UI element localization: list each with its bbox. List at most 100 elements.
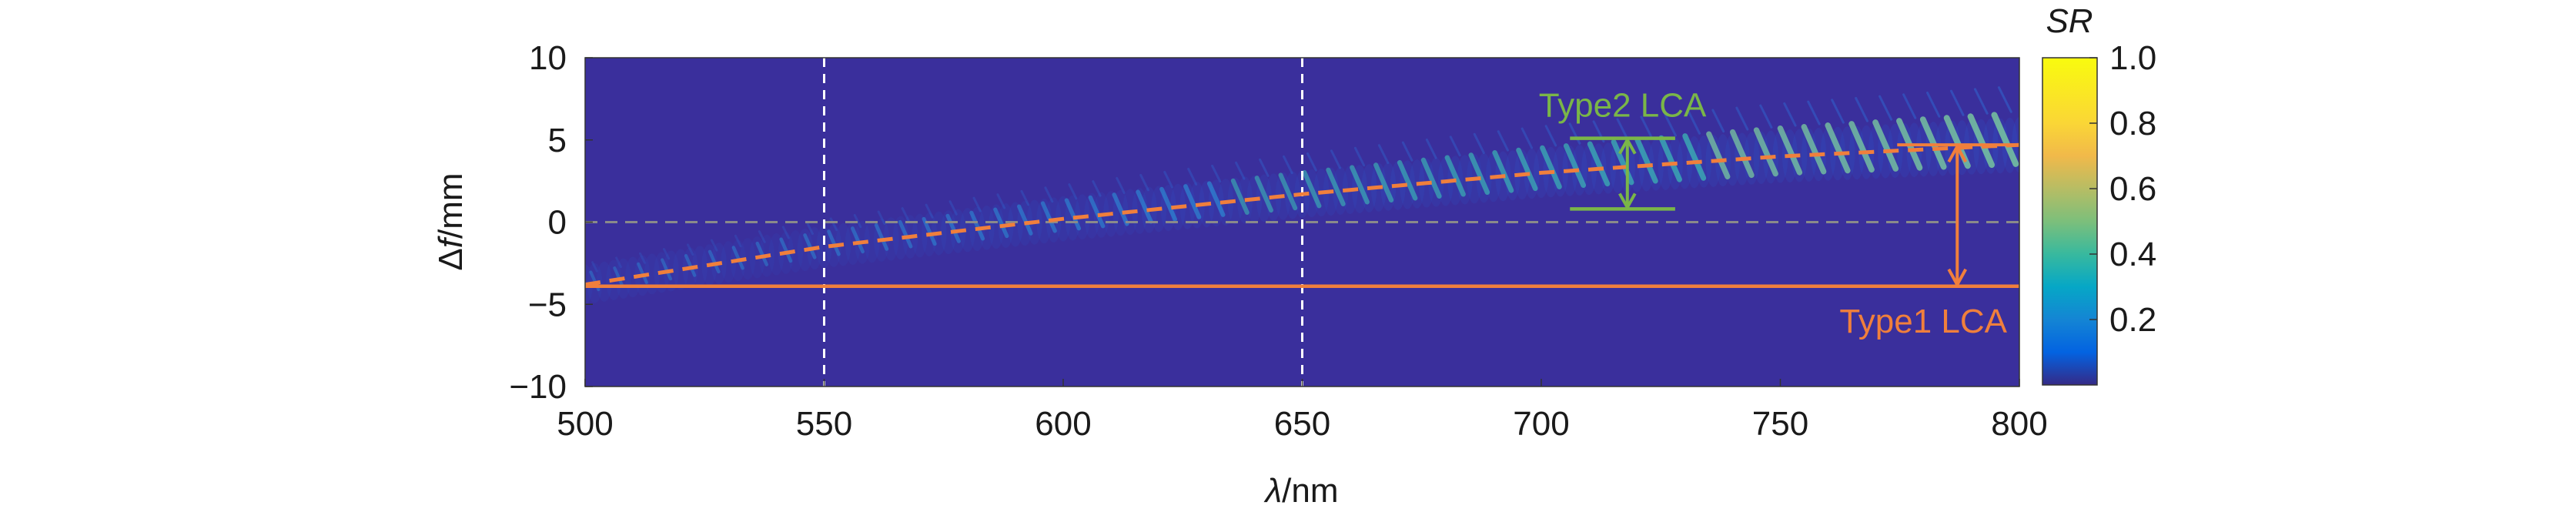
- y-axis-label: Δf/mm: [432, 172, 470, 270]
- y-tick-label: 10: [529, 39, 567, 77]
- sr-lobe: [1468, 152, 1490, 196]
- heat-glow: [892, 216, 908, 260]
- sr-lobe: [661, 258, 673, 281]
- y-tick-label: 0: [548, 204, 567, 242]
- y-tick-label: −10: [509, 368, 567, 406]
- sr-lobe-faint: [1163, 170, 1174, 189]
- heat-glow: [768, 233, 785, 276]
- sr-lobe-faint: [1855, 96, 1868, 122]
- sr-lobe-faint: [1139, 173, 1149, 192]
- sr-lobe: [1112, 192, 1129, 226]
- sr-lobe: [1397, 159, 1418, 201]
- x-tick-label: 600: [1035, 405, 1091, 443]
- sr-lobe-faint: [1878, 95, 1893, 121]
- sr-lobe: [898, 219, 913, 249]
- sr-lobe-faint: [1568, 122, 1581, 145]
- sr-lobe: [1420, 157, 1442, 199]
- sr-lobe-faint: [615, 256, 622, 269]
- sr-lobe: [1159, 186, 1178, 222]
- sr-lobe-faint: [1330, 149, 1341, 169]
- sr-lobe-faint: [1044, 186, 1054, 203]
- y-axis-label-prefix: Δ: [432, 248, 470, 270]
- sr-lobe-faint: [1235, 161, 1246, 180]
- type2-arrow-head-top: [1618, 136, 1637, 155]
- type2-arrow-head-bottom: [1618, 192, 1637, 211]
- heat-glow: [959, 208, 975, 253]
- sr-lobe-faint: [1807, 100, 1821, 125]
- sr-lobe-faint: [1616, 118, 1629, 141]
- sr-lobe-faint: [1544, 125, 1557, 147]
- sr-lobe: [1373, 162, 1394, 202]
- sr-lobe: [945, 213, 961, 243]
- sr-lobe-faint: [1759, 104, 1773, 129]
- sr-lobe-faint: [686, 243, 694, 256]
- heat-glow: [912, 213, 928, 258]
- x-axis-label: λ/nm: [1263, 472, 1338, 510]
- heat-glow: [989, 204, 1005, 249]
- x-ticks: 500 550 600 650 700 750 800: [557, 379, 2048, 443]
- sr-lobe-faint: [1449, 136, 1461, 157]
- sr-lobe: [779, 237, 793, 263]
- sr-lobe-faint: [1831, 99, 1845, 124]
- sr-lobe: [1088, 195, 1106, 229]
- sr-lobe-faint: [662, 248, 671, 260]
- x-axis-label-unit: /nm: [1282, 472, 1338, 510]
- sr-lobe: [1991, 112, 2019, 167]
- sr-lobe: [1230, 178, 1250, 215]
- sr-lobe: [1278, 172, 1298, 211]
- sr-lobe-faint: [1283, 155, 1293, 175]
- sr-lobe-faint: [1116, 177, 1126, 194]
- sr-lobe: [1444, 155, 1466, 197]
- type1-label: Type1 LCA: [1839, 303, 2007, 340]
- sr-lobe: [969, 210, 985, 241]
- sr-lobe: [1848, 121, 1875, 173]
- sr-lobe: [1516, 147, 1538, 192]
- sr-lobe: [850, 226, 865, 254]
- sr-lobe: [803, 233, 817, 259]
- sr-lobe-faint: [1092, 180, 1102, 197]
- sr-lobe-faint: [805, 221, 814, 236]
- heat-glow: [845, 222, 861, 266]
- sr-lobe-faint: [972, 196, 982, 212]
- sr-lobe-faint: [1377, 144, 1390, 164]
- heat-glow: [816, 225, 832, 269]
- x-tick-label: 550: [796, 405, 852, 443]
- colorbar-tick-label: 0.8: [2109, 105, 2156, 142]
- focal-shift-curve: [584, 142, 2020, 287]
- sr-lobe: [731, 246, 744, 270]
- sr-lobe-faint: [948, 200, 958, 216]
- sr-lobe: [1777, 125, 1803, 176]
- sr-lobe: [1729, 129, 1755, 179]
- sr-lobe-faint: [877, 210, 886, 226]
- heat-glow: [864, 219, 880, 263]
- type1-arrow-head-bottom: [1947, 268, 1968, 288]
- sr-lobe: [1540, 145, 1562, 189]
- sr-lobe: [1587, 141, 1611, 187]
- sr-lobe-faint: [1187, 167, 1198, 186]
- x-tick-label: 500: [557, 405, 613, 443]
- x-tick-label: 800: [1991, 405, 2047, 443]
- sr-lobe-faint: [1211, 164, 1222, 183]
- sr-lobe: [755, 241, 769, 266]
- sr-lobe: [1136, 189, 1153, 224]
- sr-lobe-faint: [1926, 91, 1941, 118]
- sr-lobe-faint: [829, 217, 838, 232]
- x-tick-label: 650: [1274, 405, 1330, 443]
- y-tick-label: −5: [528, 286, 567, 323]
- heat-glow: [692, 246, 708, 287]
- heat-glow: [644, 253, 660, 295]
- sr-lobe: [1825, 122, 1851, 174]
- colorbar-ticks: 1.0 0.8 0.6 0.4 0.2: [2089, 39, 2156, 339]
- sr-lobe: [1967, 113, 1996, 169]
- x-axis-label-italic: λ: [1263, 472, 1282, 510]
- sr-lobe-faint: [758, 230, 766, 243]
- sr-lobe-faint: [1259, 158, 1270, 177]
- sr-lobe-faint: [1973, 88, 1989, 115]
- sr-lobe-faint: [1425, 138, 1437, 159]
- sr-lobe-faint: [1497, 130, 1509, 152]
- sr-lobe: [613, 266, 624, 288]
- sr-lobe-faint: [1783, 102, 1797, 127]
- sr-lobe-faint: [925, 203, 934, 219]
- y-axis-label-unit: /mm: [432, 172, 470, 239]
